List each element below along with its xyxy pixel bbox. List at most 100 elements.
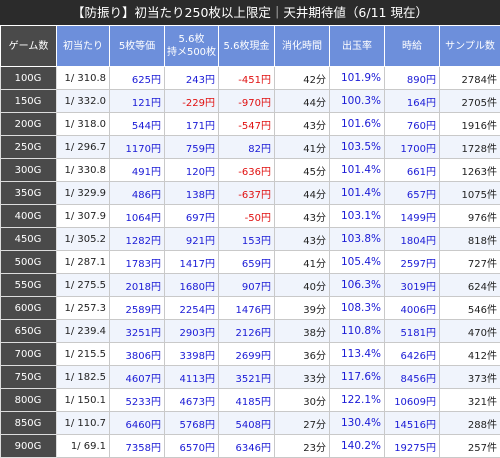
- hourly-cell: 661円: [385, 159, 440, 182]
- first-hit-cell: 1/ 257.3: [57, 297, 110, 320]
- ev-5-equal-cell: 3251円: [110, 320, 165, 343]
- ev-5-6-held-cell: 4113円: [165, 366, 219, 389]
- payout-rate-cell: 130.4%: [330, 412, 385, 435]
- ev-5-equal-cell: 544円: [110, 113, 165, 136]
- time-cell: 43分: [275, 228, 330, 251]
- ev-5-6-held-cell: 4673円: [165, 389, 219, 412]
- payout-rate-cell: 101.4%: [330, 159, 385, 182]
- hourly-cell: 2597円: [385, 251, 440, 274]
- first-hit-cell: 1/ 69.1: [57, 435, 110, 458]
- ev-5-6-cash-cell: 153円: [219, 228, 275, 251]
- ev-5-equal-cell: 121円: [110, 90, 165, 113]
- game-count-cell: 500G: [1, 251, 57, 274]
- ev-5-equal-cell: 1170円: [110, 136, 165, 159]
- time-cell: 38分: [275, 320, 330, 343]
- hourly-cell: 760円: [385, 113, 440, 136]
- payout-rate-cell: 101.9%: [330, 67, 385, 90]
- hourly-cell: 19275円: [385, 435, 440, 458]
- game-count-cell: 250G: [1, 136, 57, 159]
- hourly-cell: 5181円: [385, 320, 440, 343]
- first-hit-cell: 1/ 110.7: [57, 412, 110, 435]
- time-cell: 44分: [275, 90, 330, 113]
- ev-5-6-held-cell: 2903円: [165, 320, 219, 343]
- game-count-cell: 450G: [1, 228, 57, 251]
- sample-count-cell: 818件: [440, 228, 500, 251]
- page-title: 【防振り】初当たり250枚以上限定｜天井期待値（6/11 現在）: [0, 0, 500, 25]
- header-5-6-cash: 5.6枚現金: [219, 26, 275, 67]
- ev-5-6-cash-cell: -451円: [219, 67, 275, 90]
- ev-5-equal-cell: 486円: [110, 182, 165, 205]
- ev-5-6-held-cell: 2254円: [165, 297, 219, 320]
- ev-5-6-cash-cell: 2699円: [219, 343, 275, 366]
- game-count-cell: 200G: [1, 113, 57, 136]
- game-count-cell: 650G: [1, 320, 57, 343]
- hourly-cell: 8456円: [385, 366, 440, 389]
- time-cell: 23分: [275, 435, 330, 458]
- first-hit-cell: 1/ 296.7: [57, 136, 110, 159]
- header-5-6-held: 5.6枚 持メ500枚: [165, 26, 219, 67]
- ev-5-6-held-cell: 1680円: [165, 274, 219, 297]
- time-cell: 41分: [275, 136, 330, 159]
- ev-5-6-held-cell: -229円: [165, 90, 219, 113]
- ev-5-equal-cell: 2018円: [110, 274, 165, 297]
- game-count-cell: 850G: [1, 412, 57, 435]
- ev-5-6-cash-cell: 6346円: [219, 435, 275, 458]
- game-count-cell: 750G: [1, 366, 57, 389]
- time-cell: 30分: [275, 389, 330, 412]
- time-cell: 43分: [275, 113, 330, 136]
- header-payout-rate: 出玉率: [330, 26, 385, 67]
- sample-count-cell: 412件: [440, 343, 500, 366]
- game-count-cell: 800G: [1, 389, 57, 412]
- ev-5-6-cash-cell: 2126円: [219, 320, 275, 343]
- sample-count-cell: 2784件: [440, 67, 500, 90]
- time-cell: 36分: [275, 343, 330, 366]
- payout-rate-cell: 103.1%: [330, 205, 385, 228]
- game-count-cell: 600G: [1, 297, 57, 320]
- first-hit-cell: 1/ 275.5: [57, 274, 110, 297]
- sample-count-cell: 288件: [440, 412, 500, 435]
- header-sample-count: サンプル数: [440, 26, 500, 67]
- sample-count-cell: 624件: [440, 274, 500, 297]
- ev-5-equal-cell: 491円: [110, 159, 165, 182]
- time-cell: 42分: [275, 67, 330, 90]
- ev-5-6-cash-cell: -637円: [219, 182, 275, 205]
- ev-5-6-cash-cell: -50円: [219, 205, 275, 228]
- payout-rate-cell: 110.8%: [330, 320, 385, 343]
- time-cell: 40分: [275, 274, 330, 297]
- payout-rate-cell: 103.8%: [330, 228, 385, 251]
- time-cell: 27分: [275, 412, 330, 435]
- header-time: 消化時間: [275, 26, 330, 67]
- ev-5-equal-cell: 7358円: [110, 435, 165, 458]
- game-count-cell: 700G: [1, 343, 57, 366]
- game-count-cell: 100G: [1, 67, 57, 90]
- time-cell: 44分: [275, 182, 330, 205]
- ev-5-6-held-cell: 120円: [165, 159, 219, 182]
- ev-5-6-cash-cell: 4185円: [219, 389, 275, 412]
- game-count-cell: 150G: [1, 90, 57, 113]
- ev-5-equal-cell: 6460円: [110, 412, 165, 435]
- hourly-cell: 14516円: [385, 412, 440, 435]
- ev-5-equal-cell: 625円: [110, 67, 165, 90]
- payout-rate-cell: 106.3%: [330, 274, 385, 297]
- time-cell: 45分: [275, 159, 330, 182]
- ev-5-6-cash-cell: 1476円: [219, 297, 275, 320]
- payout-rate-cell: 101.6%: [330, 113, 385, 136]
- sample-count-cell: 727件: [440, 251, 500, 274]
- ev-5-equal-cell: 1064円: [110, 205, 165, 228]
- ev-5-6-cash-cell: -970円: [219, 90, 275, 113]
- hourly-cell: 1499円: [385, 205, 440, 228]
- game-count-cell: 550G: [1, 274, 57, 297]
- first-hit-cell: 1/ 318.0: [57, 113, 110, 136]
- hourly-cell: 657円: [385, 182, 440, 205]
